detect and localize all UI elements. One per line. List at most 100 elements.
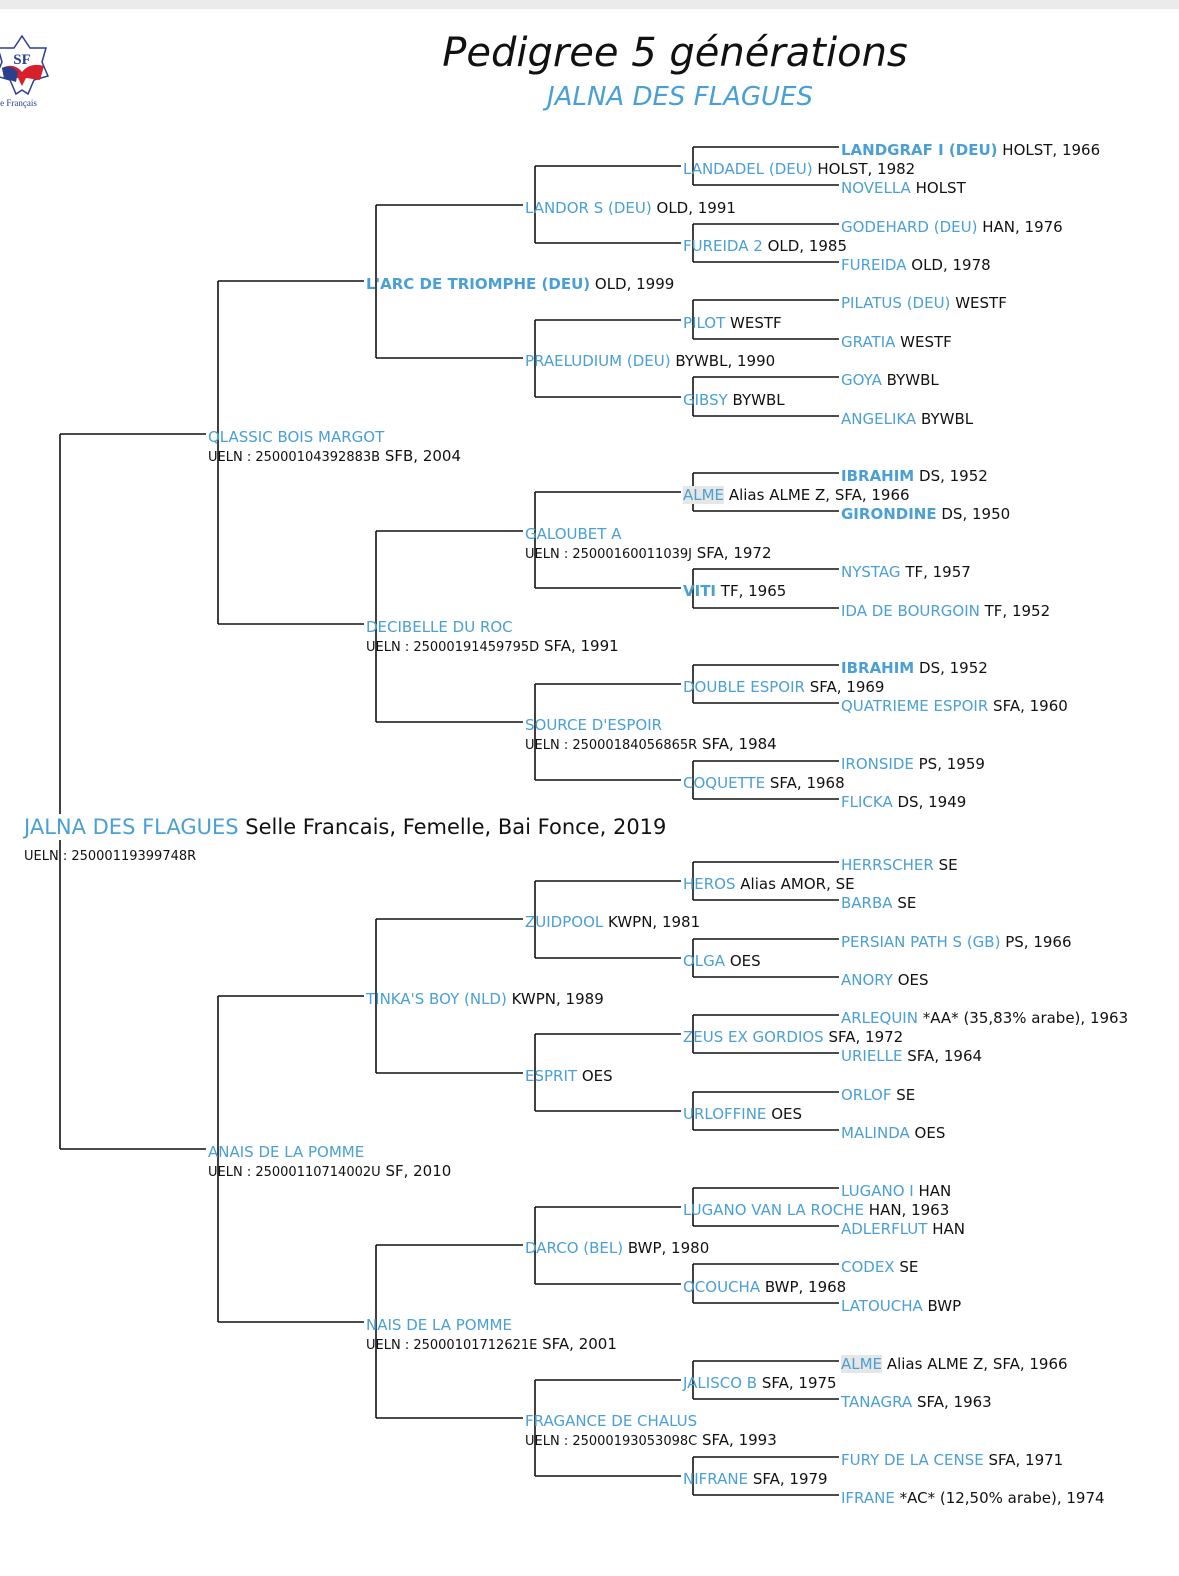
horse-name-link[interactable]: TANAGRA [841, 1393, 913, 1411]
ancestor-entry: FRAGANCE DE CHALUS UELN : 25000193053098C… [525, 1412, 777, 1451]
horse-name-link[interactable]: IDA DE BOURGOIN [841, 602, 980, 620]
horse-name-link[interactable]: LATOUCHA [841, 1297, 923, 1315]
horse-name-link[interactable]: FRAGANCE DE CHALUS [525, 1412, 698, 1430]
horse-name-link[interactable]: GALOUBET A [525, 525, 622, 543]
horse-name-link[interactable]: PRAELUDIUM (DEU) [525, 352, 671, 370]
ancestor-entry: NOVELLA HOLST [841, 179, 966, 198]
ancestor-entry: LANDADEL (DEU) HOLST, 1982 [683, 160, 915, 179]
horse-name-link[interactable]: NIFRANE [683, 1470, 749, 1488]
ueln-number: UELN : 25000193053098C [525, 1434, 698, 1449]
horse-name-link[interactable]: PILATUS (DEU) [841, 294, 951, 312]
horse-name-link[interactable]: CODEX [841, 1258, 895, 1276]
horse-name-link[interactable]: ADLERFLUT [841, 1220, 928, 1238]
horse-name-link[interactable]: DECIBELLE DU ROC [366, 618, 513, 636]
ancestor-entry: URIELLE SFA, 1964 [841, 1047, 982, 1066]
horse-name-link[interactable]: LUGANO I [841, 1182, 914, 1200]
horse-name-link[interactable]: FLICKA [841, 793, 893, 811]
horse-name-link[interactable]: JALNA DES FLAGUES [24, 815, 239, 839]
ueln-row: UELN : 25000119399748R [24, 840, 666, 870]
horse-info: HAN [932, 1220, 965, 1238]
ancestor-name-row: FLICKA DS, 1949 [841, 793, 966, 812]
horse-name-link[interactable]: IBRAHIM [841, 467, 915, 485]
horse-name-link[interactable]: NYSTAG [841, 563, 901, 581]
horse-name-link[interactable]: URLOFFINE [683, 1105, 767, 1123]
horse-name-link[interactable]: DARCO (BEL) [525, 1239, 624, 1257]
horse-info: KWPN, 1989 [511, 990, 604, 1008]
horse-name-link[interactable]: OLGA [683, 952, 726, 970]
ancestor-name-row: NAIS DE LA POMME [366, 1316, 617, 1335]
horse-name-link[interactable]: VITI [683, 582, 717, 600]
ancestor-entry: FUREIDA 2 OLD, 1985 [683, 237, 847, 256]
horse-info: Alias AMOR, SE [740, 875, 855, 893]
horse-name-link[interactable]: QUATRIEME ESPOIR [841, 697, 989, 715]
horse-info: Alias ALME Z, SFA, 1966 [728, 486, 910, 504]
horse-name-link[interactable]: LANDGRAF I (DEU) [841, 141, 998, 159]
ancestor-entry: MALINDA OES [841, 1124, 945, 1143]
horse-name-link[interactable]: URIELLE [841, 1047, 903, 1065]
horse-name-link[interactable]: L'ARC DE TRIOMPHE (DEU) [366, 275, 591, 293]
horse-name-link[interactable]: GIRONDINE [841, 505, 937, 523]
horse-name-link[interactable]: SOURCE D'ESPOIR [525, 716, 663, 734]
horse-name-link[interactable]: QLASSIC BOIS MARGOT [208, 428, 385, 446]
horse-name-link[interactable]: ALME [683, 486, 725, 504]
horse-name-link[interactable]: HEROS [683, 875, 736, 893]
horse-info: *AA* (35,83% arabe), 1963 [922, 1009, 1129, 1027]
horse-name-link[interactable]: GOYA [841, 371, 882, 389]
horse-name-link[interactable]: ANORY [841, 971, 893, 989]
ancestor-entry: BARBA SE [841, 894, 916, 913]
horse-name-link[interactable]: ZEUS EX GORDIOS [683, 1028, 824, 1046]
horse-info: SE [897, 894, 917, 912]
horse-name-link[interactable]: ARLEQUIN [841, 1009, 918, 1027]
horse-name-link[interactable]: JALISCO B [683, 1374, 758, 1392]
horse-name-link[interactable]: PILOT [683, 314, 726, 332]
horse-info: SFA, 1964 [907, 1047, 983, 1065]
horse-name-link[interactable]: DOUBLE ESPOIR [683, 678, 805, 696]
ancestor-name-row: ANGELIKA BYWBL [841, 410, 973, 429]
horse-name-link[interactable]: MALINDA [841, 1124, 910, 1142]
ancestor-entry: NYSTAG TF, 1957 [841, 563, 971, 582]
horse-name-link[interactable]: IFRANE [841, 1489, 895, 1507]
horse-name-link[interactable]: LANDOR S (DEU) [525, 199, 652, 217]
ancestor-entry: GODEHARD (DEU) HAN, 1976 [841, 218, 1063, 237]
ancestor-entry: JALISCO B SFA, 1975 [683, 1374, 837, 1393]
horse-name-link[interactable]: TINKA'S BOY (NLD) [366, 990, 507, 1008]
horse-name-link[interactable]: FURY DE LA CENSE [841, 1451, 984, 1469]
horse-name-link[interactable]: IRONSIDE [841, 755, 914, 773]
horse-name-link[interactable]: ANAIS DE LA POMME [208, 1143, 365, 1161]
ancestor-name-row: PERSIAN PATH S (GB) PS, 1966 [841, 933, 1072, 952]
horse-name-link[interactable]: OCOUCHA [683, 1278, 761, 1296]
horse-name-link[interactable]: IBRAHIM [841, 659, 915, 677]
horse-name-link[interactable]: COQUETTE [683, 774, 766, 792]
horse-name-link[interactable]: ESPRIT [525, 1067, 578, 1085]
horse-name-link[interactable]: PERSIAN PATH S (GB) [841, 933, 1001, 951]
horse-name-link[interactable]: GIBSY [683, 391, 728, 409]
horse-name-link[interactable]: LANDADEL (DEU) [683, 160, 813, 178]
horse-name-link[interactable]: LUGANO VAN LA ROCHE [683, 1201, 865, 1219]
ancestor-entry: HEROS Alias AMOR, SE [683, 875, 855, 894]
horse-name-link[interactable]: NAIS DE LA POMME [366, 1316, 512, 1334]
ancestor-name-row: PILOT WESTF [683, 314, 782, 333]
horse-name-link[interactable]: NOVELLA [841, 179, 911, 197]
horse-name-link[interactable]: BARBA [841, 894, 893, 912]
ancestor-entry: DOUBLE ESPOIR SFA, 1969 [683, 678, 884, 697]
horse-info: OES [771, 1105, 803, 1123]
ancestor-name-row: TINKA'S BOY (NLD) KWPN, 1989 [366, 990, 604, 1009]
ancestor-name-row: GODEHARD (DEU) HAN, 1976 [841, 218, 1063, 237]
horse-name-link[interactable]: FUREIDA [841, 256, 907, 274]
horse-name-link[interactable]: ALME [841, 1355, 883, 1373]
ancestor-name-row: JALISCO B SFA, 1975 [683, 1374, 837, 1393]
horse-info: OLD, 1999 [594, 275, 675, 293]
horse-name-link[interactable]: FUREIDA 2 [683, 237, 763, 255]
horse-name-link[interactable]: GRATIA [841, 333, 896, 351]
horse-name-link[interactable]: ORLOF [841, 1086, 892, 1104]
ueln-number: UELN : 25000119399748R [24, 849, 197, 864]
horse-name-link[interactable]: ANGELIKA [841, 410, 917, 428]
ancestor-name-row: FUREIDA OLD, 1978 [841, 256, 991, 275]
horse-name-link[interactable]: GODEHARD (DEU) [841, 218, 978, 236]
horse-info: BWP [927, 1297, 962, 1315]
ancestor-entry: COQUETTE SFA, 1968 [683, 774, 845, 793]
horse-name-link[interactable]: HERRSCHER [841, 856, 934, 874]
horse-name-link[interactable]: ZUIDPOOL [525, 913, 604, 931]
horse-info: BYWBL [732, 391, 785, 409]
